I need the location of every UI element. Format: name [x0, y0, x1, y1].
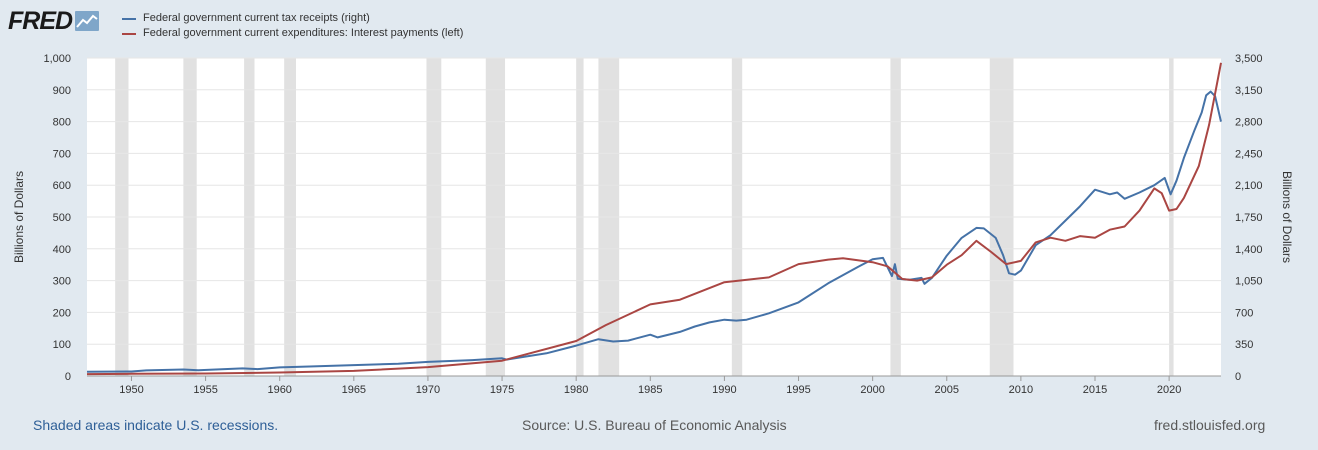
x-tick-4: 1970	[416, 384, 440, 396]
x-tick-6: 1980	[564, 384, 588, 396]
x-tick-13: 2015	[1083, 384, 1107, 396]
line-chart-icon	[75, 11, 100, 31]
y-tick-right-6: 2,100	[1235, 180, 1263, 192]
x-tick-0: 1950	[119, 384, 143, 396]
y-tick-right-1: 350	[1235, 339, 1253, 351]
x-tick-1: 1955	[193, 384, 217, 396]
x-tick-10: 2000	[860, 384, 884, 396]
fred-logo-text: FRED	[8, 6, 73, 35]
y-tick-right-3: 1,050	[1235, 276, 1263, 288]
legend-item-tax-receipts[interactable]: Federal government current tax receipts …	[122, 11, 463, 26]
y-tick-left-10: 1,000	[43, 53, 71, 65]
chart-svg[interactable]: 0 100 200 300 400 500 600 700 800 900 1,000 0 350 700…	[0, 0, 1318, 410]
y-tick-left-8: 800	[53, 117, 71, 129]
recessions-note: Shaded areas indicate U.S. recessions.	[33, 417, 279, 433]
legend-label-tax-receipts: Federal government current tax receipts …	[143, 12, 370, 24]
x-tick-8: 1990	[712, 384, 736, 396]
x-tick-5: 1975	[490, 384, 514, 396]
y-axis-label-right: Billions of Dollars	[1280, 171, 1294, 263]
y-tick-left-4: 400	[53, 244, 71, 256]
y-tick-right-0: 0	[1235, 371, 1241, 383]
site-link[interactable]: fred.stlouisfed.org	[1154, 417, 1266, 433]
x-tick-2: 1960	[267, 384, 291, 396]
y-tick-right-2: 700	[1235, 307, 1253, 319]
legend-item-interest-payments[interactable]: Federal government current expenditures:…	[122, 26, 463, 41]
series-line-interest-payments[interactable]	[86, 62, 1222, 376]
y-tick-right-7: 2,450	[1235, 148, 1263, 160]
x-tick-3: 1965	[342, 384, 366, 396]
source-note: Source: U.S. Bureau of Economic Analysis	[522, 417, 787, 433]
axes: 0 100 200 300 400 500 600 700 800 900 1,000 0 350 700…	[43, 53, 1262, 396]
x-tick-14: 2020	[1157, 384, 1181, 396]
y-tick-right-4: 1,400	[1235, 244, 1263, 256]
x-tick-7: 1985	[638, 384, 662, 396]
y-tick-right-9: 3,150	[1235, 85, 1263, 97]
y-tick-left-6: 600	[53, 180, 71, 192]
legend-swatch-tax-receipts	[122, 17, 136, 20]
y-axis-label-left: Billions of Dollars	[12, 171, 26, 263]
y-tick-right-5: 1,750	[1235, 212, 1263, 224]
y-tick-left-1: 100	[53, 339, 71, 351]
x-tick-11: 2005	[935, 384, 959, 396]
y-tick-left-5: 500	[53, 212, 71, 224]
series-lines	[86, 62, 1222, 376]
legend-label-interest-payments: Federal government current expenditures:…	[143, 27, 464, 39]
y-tick-right-8: 2,800	[1235, 117, 1263, 129]
y-tick-left-3: 300	[53, 276, 71, 288]
x-tick-12: 2010	[1009, 384, 1033, 396]
y-tick-left-7: 700	[53, 148, 71, 160]
x-tick-9: 1995	[786, 384, 810, 396]
chart-legend: Federal government current tax receipts …	[122, 11, 463, 41]
y-tick-left-2: 200	[53, 307, 71, 319]
grid-lines	[87, 57, 1221, 345]
fred-logo[interactable]: FRED	[8, 6, 100, 36]
y-tick-left-0: 0	[65, 371, 71, 383]
y-tick-right-10: 3,500	[1235, 53, 1263, 65]
y-tick-left-9: 900	[53, 85, 71, 97]
legend-swatch-interest-payments	[122, 32, 136, 35]
